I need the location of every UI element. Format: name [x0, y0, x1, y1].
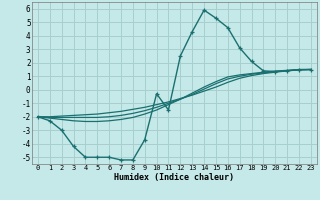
X-axis label: Humidex (Indice chaleur): Humidex (Indice chaleur) — [115, 173, 234, 182]
